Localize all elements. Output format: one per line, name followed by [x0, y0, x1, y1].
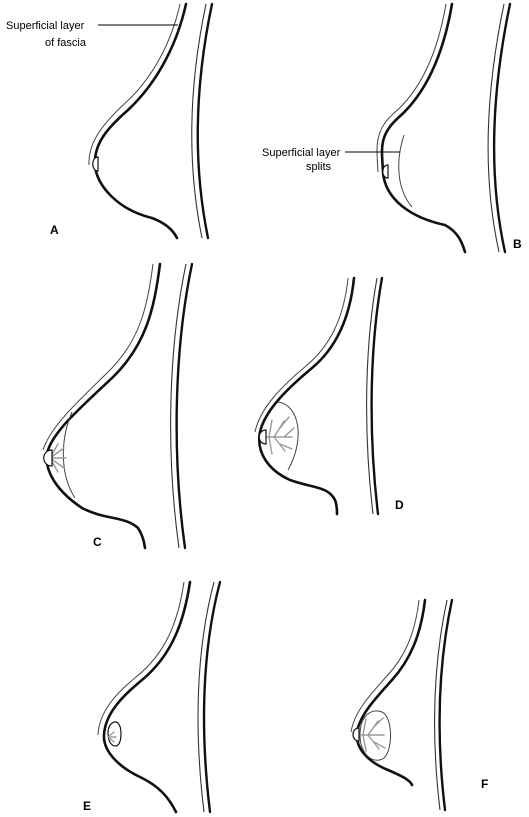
panel-c-gland-boundary [62, 411, 76, 499]
panel-a-chest-wall-inner [191, 3, 207, 239]
panel-f-nipple [352, 727, 360, 742]
panel-f-chest-wall-inner [433, 599, 448, 811]
panel-e-fascia-line [97, 581, 185, 736]
panel-a-letter: A [50, 223, 59, 237]
panel-c-chest-wall-inner [170, 263, 187, 549]
panel-f-ducts [359, 717, 386, 752]
panel-d-breast-outline [257, 276, 356, 516]
panel-f-chest-wall [438, 598, 454, 812]
panel-c-nipple [43, 449, 53, 467]
panel-c: C [42, 262, 194, 550]
panel-d-chest-wall-inner [366, 277, 378, 515]
panel-e-chest-wall-inner [197, 581, 215, 813]
panel-b-chest-wall-inner [487, 3, 505, 253]
panel-a: Superficial layer of fascia A [6, 2, 214, 240]
panel-f-gland [359, 710, 391, 761]
panel-f-fascia-line [350, 599, 420, 733]
panel-d: D [254, 276, 404, 516]
panel-c-breast-outline [45, 262, 162, 550]
panel-f: F [350, 598, 488, 812]
panel-b-fascia-split [398, 134, 413, 208]
panel-d-fascia-line [254, 277, 349, 433]
panel-f-breast-outline [355, 598, 427, 787]
panel-f-letter: F [481, 777, 488, 791]
panel-b-annotation-line2: splits [306, 161, 332, 173]
panel-c-letter: C [93, 535, 102, 549]
panel-e-ducts [107, 731, 117, 743]
panel-c-ducts [49, 443, 67, 473]
panel-a-annotation-line2: of fascia [45, 37, 87, 49]
panel-b-fascia-line [376, 3, 447, 173]
panel-d-nipple [258, 429, 267, 445]
panel-b-letter: B [513, 237, 522, 251]
panel-a-annotation-line1: Superficial layer [6, 20, 85, 32]
panel-a-fascia-line [88, 3, 181, 166]
panel-b-chest-wall [492, 2, 512, 254]
panel-e-chest-wall [202, 580, 222, 814]
panel-a-nipple [92, 156, 99, 172]
panel-e-letter: E [83, 799, 91, 813]
panel-d-gland [277, 401, 299, 471]
panel-a-chest-wall [196, 2, 214, 240]
panel-c-fascia-line [42, 263, 154, 451]
panel-c-chest-wall [175, 262, 194, 550]
panel-d-letter: D [395, 498, 404, 512]
panel-d-ducts [265, 416, 295, 455]
panel-e-breast-outline [102, 580, 192, 814]
panel-e: E [83, 580, 222, 814]
panel-a-breast-outline [93, 2, 188, 240]
panel-d-chest-wall [370, 276, 384, 516]
panel-b-breast-outline [380, 2, 467, 254]
panel-b-nipple [382, 164, 389, 179]
panel-b: Superficial layer splits B [262, 2, 522, 254]
panel-b-annotation-line1: Superficial layer [262, 147, 341, 159]
